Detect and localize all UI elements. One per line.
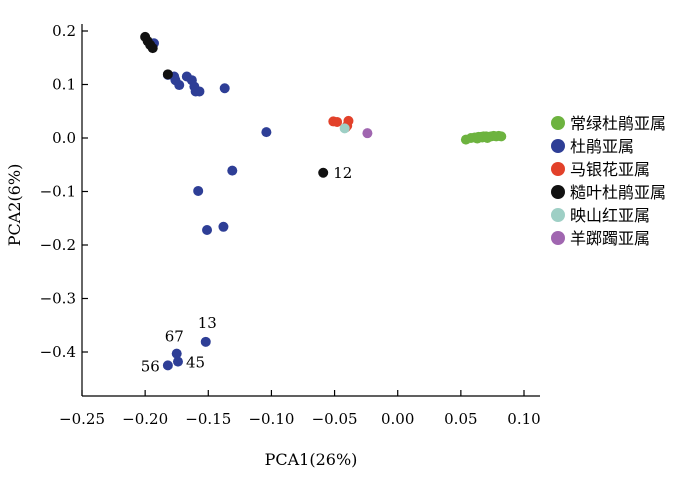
- x-tick-label: 0.00: [381, 410, 414, 428]
- x-tick-label: −0.20: [122, 410, 168, 428]
- legend-marker: [551, 139, 565, 153]
- data-point-series-3: [318, 167, 329, 178]
- y-ticks: 0.2 0.1 0.0 −0.1 −0.2 −0.3 −0.4: [40, 22, 88, 361]
- data-point-series-1: [202, 225, 213, 236]
- data-point-series-4: [339, 123, 350, 134]
- x-tick-label: 0.10: [507, 410, 540, 428]
- y-tick-label: 0.1: [52, 76, 76, 94]
- data-point-series-1: [172, 356, 183, 367]
- y-axis-title: PCA2(6%): [5, 164, 24, 247]
- point-annotation: 67: [165, 328, 184, 346]
- x-tick-label: −0.25: [59, 410, 105, 428]
- point-annotation: 45: [186, 354, 205, 372]
- data-point-series-1: [227, 165, 238, 176]
- data-point-series-5: [362, 128, 373, 139]
- data-point-series-1: [219, 83, 230, 94]
- point-annotation: 56: [141, 357, 160, 375]
- data-point-series-0: [482, 133, 493, 143]
- legend-marker: [551, 208, 565, 222]
- legend-label: 羊踯躅亚属: [570, 229, 650, 248]
- data-point-series-1: [218, 221, 229, 232]
- data-point-series-1: [162, 360, 173, 371]
- y-tick-label: 0.0: [52, 129, 76, 147]
- x-ticks: −0.25 −0.20 −0.15 −0.10 −0.05 0.00 0.05 0.10: [59, 390, 541, 428]
- x-tick-label: −0.15: [185, 410, 231, 428]
- x-axis-title: PCA1(26%): [265, 450, 358, 469]
- y-tick-label: −0.4: [40, 343, 76, 361]
- legend-marker: [551, 162, 565, 176]
- data-point-series-1: [193, 185, 204, 196]
- data-point-series-1: [194, 86, 205, 97]
- y-tick-label: −0.1: [40, 183, 76, 201]
- y-tick-label: −0.2: [40, 236, 76, 254]
- y-tick-label: −0.3: [40, 290, 76, 308]
- data-point-series-3: [147, 43, 158, 54]
- data-point-series-1: [200, 336, 211, 347]
- legend-label: 马银花亚属: [570, 160, 650, 179]
- legend-marker: [551, 185, 565, 199]
- legend-label: 映山红亚属: [570, 206, 650, 225]
- legend-label: 糙叶杜鹃亚属: [570, 183, 666, 202]
- x-tick-label: −0.10: [248, 410, 294, 428]
- legend-label: 常绿杜鹃亚属: [570, 114, 666, 133]
- y-tick-label: 0.2: [52, 22, 76, 40]
- axes: [81, 24, 540, 397]
- data-point-series-1: [261, 127, 272, 138]
- data-point-series-0: [496, 131, 507, 142]
- data-point-series-1: [171, 348, 182, 359]
- x-tick-label: −0.05: [312, 410, 358, 428]
- legend-label: 杜鹃亚属: [570, 137, 634, 156]
- x-tick-label: 0.05: [444, 410, 477, 428]
- data-point-series-1: [174, 80, 185, 91]
- legend-marker: [551, 231, 565, 245]
- data-points: [140, 31, 507, 371]
- legend-marker: [551, 116, 565, 130]
- point-annotation: 13: [198, 314, 217, 332]
- point-annotation: 12: [333, 164, 352, 182]
- data-point-series-3: [162, 69, 173, 80]
- data-point-series-2: [332, 116, 343, 127]
